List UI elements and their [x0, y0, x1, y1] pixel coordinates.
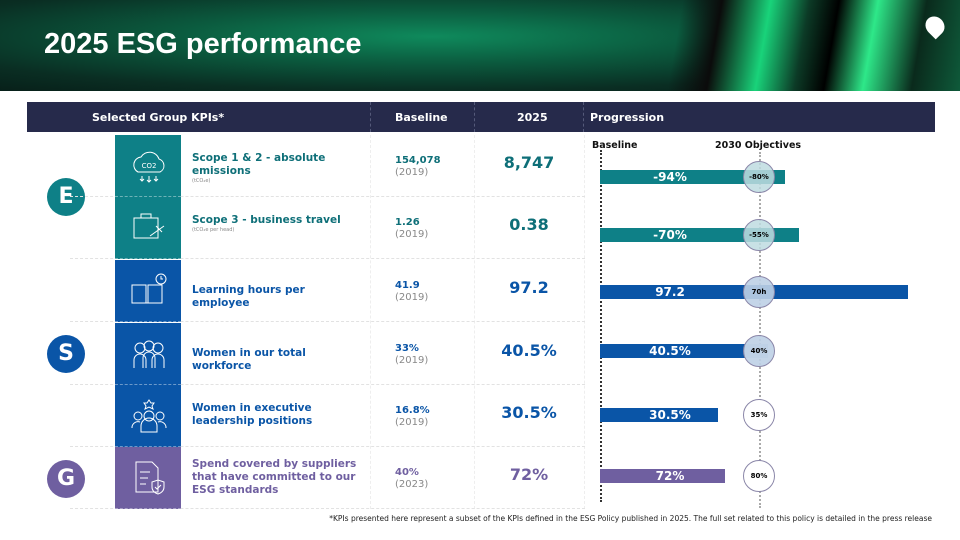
baseline-number: 16.8%: [395, 405, 430, 416]
baseline-value: 154,078 (2019): [395, 155, 441, 179]
objective-marker: 35%: [743, 399, 775, 431]
kpi-icon-cell: CO2: [115, 135, 181, 197]
value-2025: 30.5%: [501, 403, 557, 422]
pillar-g-badge: G: [47, 460, 85, 498]
bar-label: 97.2: [655, 285, 685, 299]
kpi-name: Spend covered by suppliers that have com…: [192, 458, 362, 497]
kpi-name: Scope 1 & 2 - absolute emissions (tCO₂e): [192, 152, 362, 185]
baseline-axis-label: Baseline: [592, 140, 638, 151]
kpi-label: Learning hours per employee: [192, 284, 305, 309]
baseline-year: (2019): [395, 167, 429, 178]
kpi-icon-cell: [115, 447, 181, 509]
kpi-label: Scope 1 & 2 - absolute emissions: [192, 152, 326, 177]
women-group-icon: [133, 340, 165, 368]
progress-bar: 40.5%: [600, 344, 745, 358]
suitcase-plane-icon: [133, 213, 165, 239]
baseline-line: [600, 150, 602, 502]
bar-label: -70%: [653, 228, 687, 242]
page-title: 2025 ESG performance: [44, 28, 362, 60]
header-baseline: Baseline: [395, 111, 448, 124]
kpi-row: [70, 447, 585, 509]
kpi-name: Scope 3 - business travel (tCO₂e per hea…: [192, 214, 362, 234]
kpi-unit: (tCO₂e per head): [192, 227, 235, 233]
objective-marker: 80%: [743, 460, 775, 492]
kpi-unit: (tCO₂e): [192, 178, 211, 184]
kpi-icon-cell: [115, 260, 181, 322]
baseline-year: (2019): [395, 355, 429, 366]
baseline-number: 154,078: [395, 155, 441, 166]
bar-label: 72%: [655, 469, 685, 483]
value-2025: 72%: [509, 465, 549, 484]
value-2025: 97.2: [509, 278, 549, 297]
objective-marker: -80%: [743, 161, 775, 193]
objective-marker: -55%: [743, 219, 775, 251]
kpi-row: [70, 260, 585, 322]
baseline-value: 41.9 (2019): [395, 280, 428, 304]
baseline-number: 33%: [395, 343, 419, 354]
baseline-value: 33% (2019): [395, 343, 428, 367]
kpi-name: Women in our total workforce: [192, 347, 362, 373]
kpi-name: Women in executive leadership positions: [192, 402, 362, 428]
baseline-value: 1.26 (2019): [395, 217, 428, 241]
progress-bar: 72%: [600, 469, 725, 483]
baseline-number: 41.9: [395, 280, 420, 291]
kpi-name: Learning hours per employee: [192, 284, 362, 310]
svg-text:CO2: CO2: [142, 162, 157, 170]
progress-bar: -94%: [600, 170, 785, 184]
pillar-e-badge: E: [47, 178, 85, 216]
footnote: *KPIs presented here represent a subset …: [329, 514, 932, 523]
objective-marker: 70h: [743, 276, 775, 308]
kpi-row: [70, 323, 585, 385]
kpi-row: [70, 135, 585, 197]
progress-bar: 30.5%: [600, 408, 718, 422]
book-clock-icon: [131, 273, 167, 304]
header-kpis: Selected Group KPIs*: [92, 111, 225, 124]
table-header: Selected Group KPIs* Baseline 2025 Progr…: [27, 102, 935, 132]
kpi-label: Scope 3 - business travel: [192, 214, 341, 226]
kpi-label: Spend covered by suppliers that have com…: [192, 458, 357, 496]
document-shield-icon: [135, 461, 165, 495]
leader-group-icon: [131, 399, 167, 433]
bar-label: 40.5%: [649, 344, 691, 358]
baseline-year: (2019): [395, 417, 429, 428]
kpi-icon-cell: [115, 197, 181, 259]
baseline-number: 1.26: [395, 217, 420, 228]
objectives-line: [759, 152, 761, 508]
baseline-value: 16.8% (2019): [395, 405, 430, 429]
objectives-axis-label: 2030 Objectives: [715, 140, 802, 151]
header-year: 2025: [517, 111, 548, 124]
header-banner: [0, 0, 960, 91]
baseline-year: (2023): [395, 479, 429, 490]
bar-label: -94%: [653, 170, 687, 184]
kpi-row: [70, 197, 585, 259]
kpi-icon-cell: [115, 323, 181, 385]
value-2025: 8,747: [503, 153, 555, 172]
baseline-year: (2019): [395, 229, 429, 240]
header-progression: Progression: [590, 111, 665, 124]
kpi-row: [70, 385, 585, 447]
baseline-value: 40% (2023): [395, 467, 428, 491]
kpi-icon-cell: [115, 385, 181, 447]
value-2025: 0.38: [509, 215, 549, 234]
objective-marker: 40%: [743, 335, 775, 367]
pillar-s-badge: S: [47, 335, 85, 373]
baseline-number: 40%: [395, 467, 419, 478]
baseline-year: (2019): [395, 292, 429, 303]
co2-cloud-icon: CO2: [133, 151, 165, 183]
value-2025: 40.5%: [501, 341, 557, 360]
kpi-label: Women in executive leadership positions: [192, 402, 313, 427]
bar-label: 30.5%: [649, 408, 691, 422]
kpi-label: Women in our total workforce: [192, 347, 306, 372]
